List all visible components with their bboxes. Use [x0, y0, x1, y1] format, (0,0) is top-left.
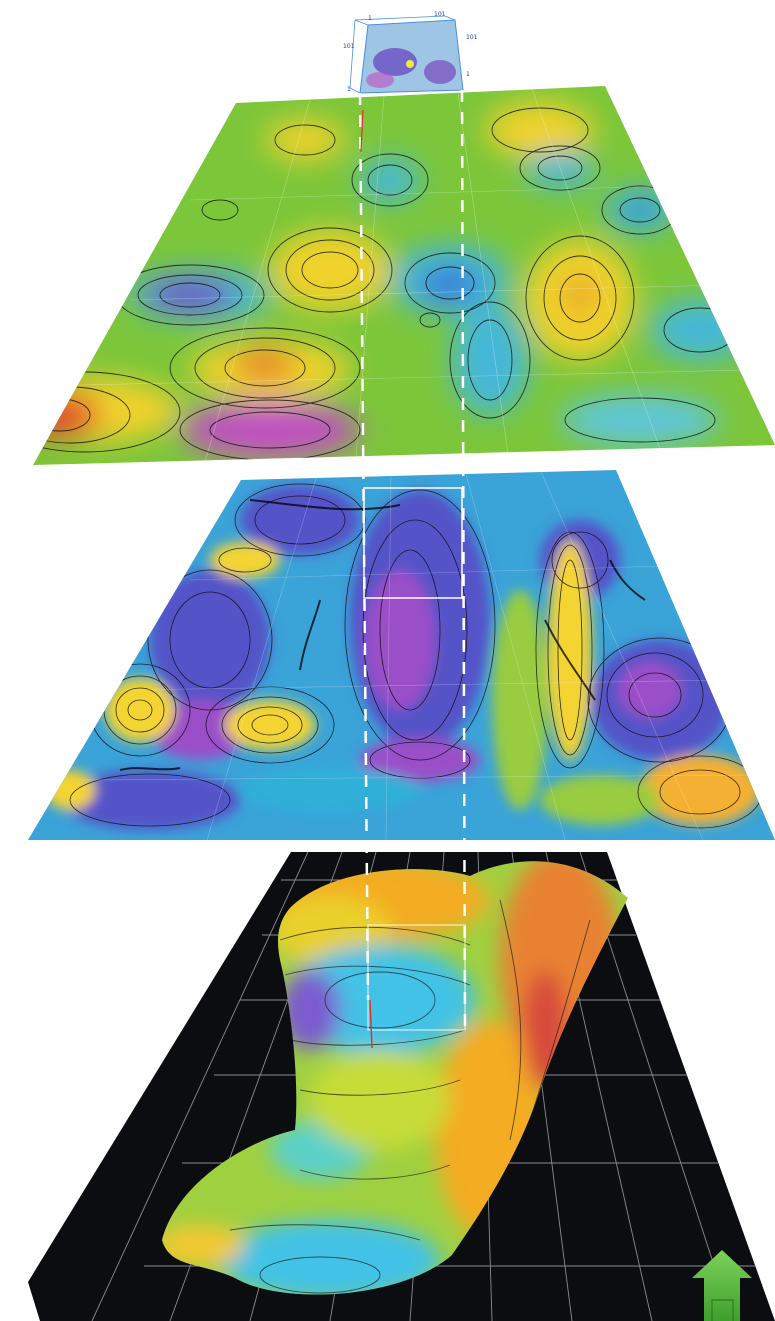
inset-cube-blob: [373, 48, 417, 76]
terrain-slope: [310, 1050, 450, 1150]
inset-label-top-left: 1: [368, 15, 372, 22]
surface-high: [105, 678, 175, 742]
surface-mid: [492, 590, 548, 810]
surface-low: [525, 152, 595, 188]
surface-peak: [33, 393, 100, 437]
surface-peak: [235, 351, 295, 379]
inset-cube-edge: [354, 19, 369, 26]
detailed-surface-grid: [79, 471, 756, 840]
smooth-surface-grid: [79, 88, 749, 463]
inset-label-top-right: 101: [434, 11, 446, 18]
terrain-basin: [280, 970, 340, 1050]
surface-deep: [365, 570, 435, 710]
terrain-basin: [220, 1220, 440, 1295]
guide-line-left: [358, 92, 370, 1001]
terrain-layer: [28, 851, 775, 1321]
detailed-surface-fault-lines: [119, 499, 646, 771]
surface-peak: [562, 275, 598, 315]
terrain-contours: [229, 899, 591, 1294]
surface-high: [45, 770, 95, 810]
surface-low: [60, 770, 240, 830]
surface-deep: [145, 279, 235, 311]
inset-cube-marker: [406, 60, 414, 68]
inset-label-right-upper: 101: [466, 34, 478, 41]
inset-cube-blob: [366, 72, 394, 88]
surface-deep: [180, 402, 360, 458]
surface-high: [548, 540, 592, 760]
inset-cube-blob: [424, 60, 456, 84]
surface-low: [452, 305, 528, 415]
surface-mid: [240, 768, 420, 812]
top-surface-well-trace: [360, 109, 364, 153]
detailed-surface-layer: [28, 470, 775, 840]
vertical-guide-lines: [358, 89, 467, 1031]
surface-low: [150, 570, 270, 710]
surface-high: [485, 102, 595, 158]
surface-high: [225, 700, 315, 750]
surface-high: [210, 542, 280, 578]
inset-label-bottom-left: 1: [347, 86, 351, 93]
north-arrow-icon: [692, 1250, 752, 1321]
surface-low: [650, 300, 750, 360]
surface-mid: [540, 775, 660, 825]
inset-cube: 1 101 101 101 1 1: [343, 11, 478, 94]
surface-deep: [420, 267, 480, 303]
inset-cube-edge: [444, 15, 456, 21]
surface-high: [640, 755, 760, 825]
inset-cube-edge: [349, 19, 356, 89]
terrain-slope: [162, 1225, 245, 1265]
terrain-well-line: [369, 999, 373, 1049]
inset-label-left-upper: 101: [343, 43, 355, 50]
surface-deep: [622, 200, 658, 220]
surface-low: [560, 395, 720, 445]
surface-high: [265, 120, 345, 160]
surface-high: [270, 230, 390, 310]
surface-deep: [618, 662, 682, 718]
inset-cube-edge: [349, 87, 361, 94]
inset-label-right-lower: 1: [466, 71, 470, 78]
smooth-surface-layer: [33, 86, 775, 465]
guide-line-right: [460, 89, 467, 1031]
inset-cube-edge: [354, 15, 446, 21]
